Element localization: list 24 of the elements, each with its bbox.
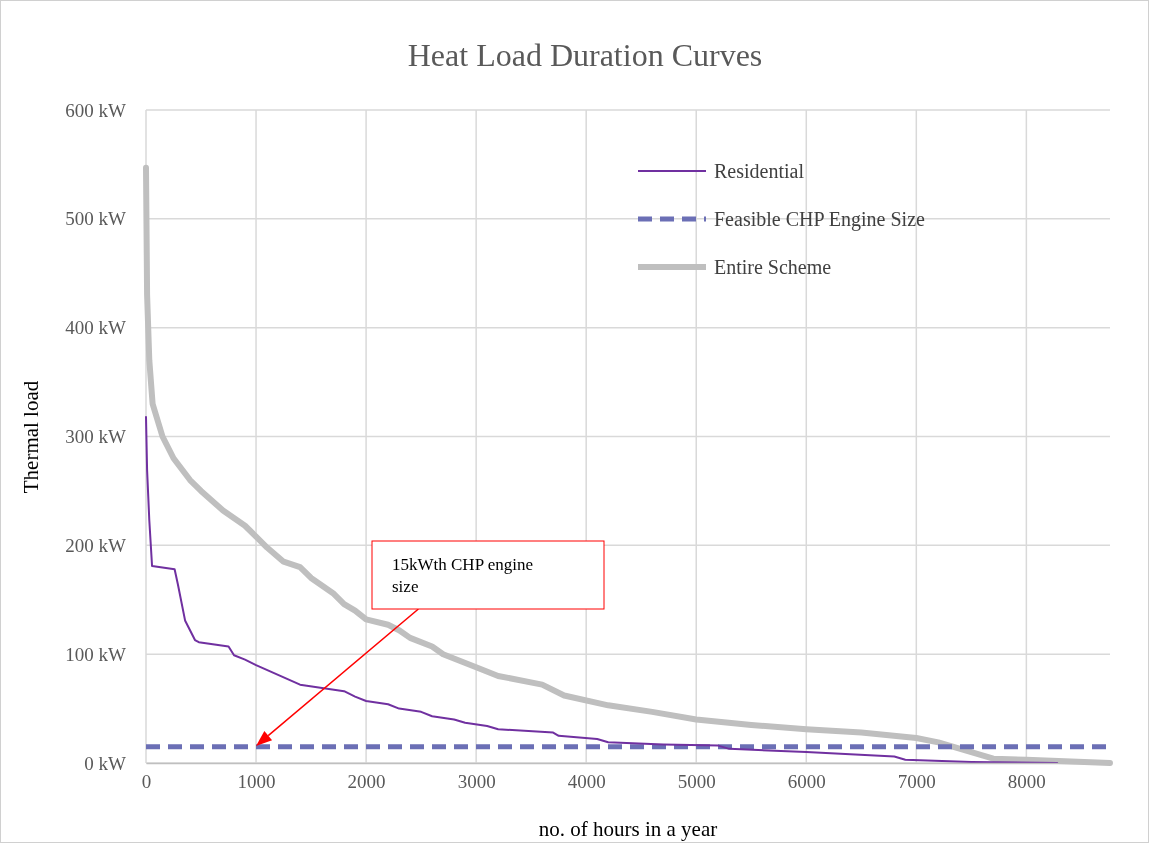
line-series [145,415,1059,764]
chart-title: Heat Load Duration Curves [407,37,763,73]
y-tick-label: 0 kW [84,752,127,774]
y-axis-title: Thermal load [19,380,43,494]
x-tick-label: 3000 [457,771,496,793]
x-tick-label: 6000 [787,771,826,793]
x-tick-label: 4000 [567,771,606,793]
legend-label: Entire Scheme [714,256,832,278]
y-tick-label: 600 kW [65,99,127,121]
annotation: 15kWth CHP engine size [392,555,534,596]
legend-label: Residential [714,160,805,182]
x-tick-label: 0 [141,771,152,793]
y-tick-label: 400 kW [65,317,127,339]
y-tick-label: 100 kW [65,643,127,665]
x-tick-label: 1000 [237,771,276,793]
y-tick-label: 300 kW [65,426,127,448]
y-tick-label: 500 kW [65,208,127,230]
x-tick-label: 2000 [347,771,386,793]
y-tick-label: 200 kW [65,534,127,556]
x-tick-label: 8000 [1007,771,1046,793]
x-axis-title: no. of hours in a year [538,817,718,841]
x-tick-label: 5000 [677,771,716,793]
legend-label: Feasible CHP Engine Size [714,208,926,231]
x-tick-label: 7000 [897,771,936,793]
